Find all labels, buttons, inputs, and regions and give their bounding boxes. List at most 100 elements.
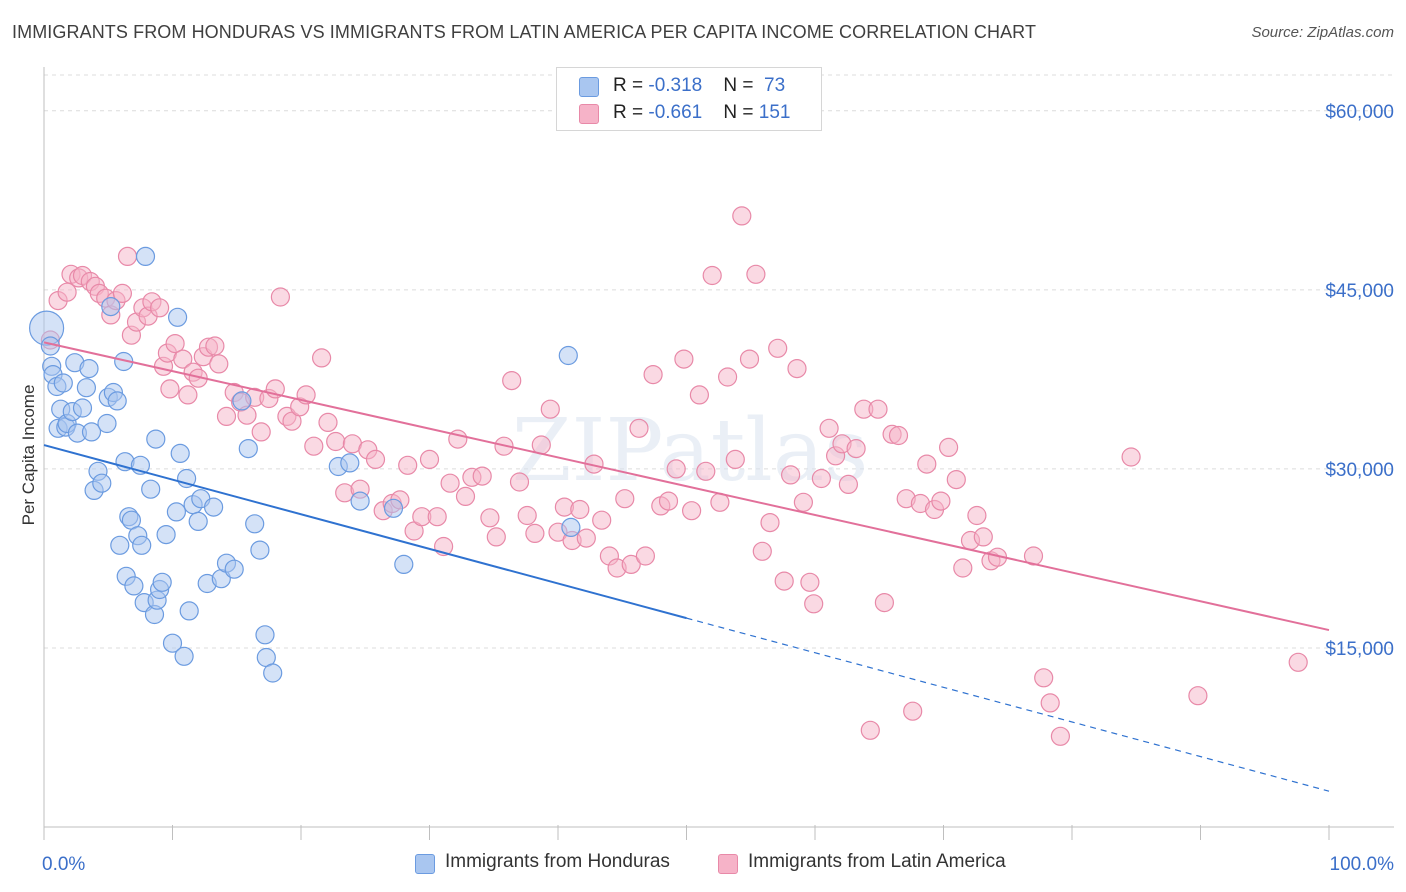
point-latin-america (502, 371, 522, 391)
point-honduras (245, 514, 265, 534)
point-latin-america (160, 379, 180, 399)
point-latin-america (1023, 546, 1044, 566)
point-honduras (232, 391, 252, 411)
chart-title: IMMIGRANTS FROM HONDURAS VS IMMIGRANTS F… (12, 22, 1037, 42)
point-latin-america (635, 546, 656, 566)
point-latin-america (629, 418, 649, 438)
point-latin-america (419, 449, 440, 469)
point-latin-america (540, 399, 560, 419)
point-honduras (558, 345, 578, 366)
point-latin-america (576, 528, 596, 548)
point-honduras (170, 443, 190, 463)
legend-label-latin-america: Immigrants from Latin America (748, 851, 1006, 872)
point-latin-america (793, 492, 814, 512)
y-axis-label: Per Capita Income (19, 385, 38, 526)
legend-label-honduras: Immigrants from Honduras (445, 851, 670, 872)
point-honduras (238, 439, 258, 459)
point-honduras (168, 307, 188, 327)
legend-swatch-honduras-bottom (415, 854, 435, 874)
point-honduras (81, 422, 102, 442)
point-latin-america (811, 468, 832, 489)
point-latin-america (643, 365, 663, 385)
point-latin-america (1050, 726, 1071, 746)
point-honduras (394, 554, 414, 575)
point-honduras (76, 378, 97, 398)
trend-line-dashed-honduras (686, 617, 1330, 792)
y-tick-label: $15,000 (1325, 639, 1394, 660)
point-latin-america (746, 264, 766, 284)
y-tick-label: $60,000 (1325, 102, 1394, 123)
point-latin-america (787, 359, 807, 379)
point-latin-america (689, 385, 710, 405)
y-tick-label: $45,000 (1325, 281, 1394, 302)
point-honduras (255, 625, 275, 645)
point-latin-america (973, 527, 993, 547)
point-latin-america (318, 412, 338, 432)
point-honduras (166, 502, 186, 522)
point-latin-america (874, 592, 895, 613)
point-honduras (135, 246, 156, 266)
point-honduras (53, 373, 73, 393)
point-latin-america (739, 349, 760, 369)
point-honduras (107, 391, 127, 411)
point-honduras (156, 524, 176, 545)
point-latin-america (592, 510, 612, 530)
point-latin-america (205, 336, 225, 356)
point-latin-america (1288, 652, 1308, 672)
point-latin-america (888, 425, 909, 446)
point-honduras (383, 498, 404, 518)
point-latin-america (946, 470, 966, 490)
trend-line-honduras (43, 444, 687, 620)
point-latin-america (427, 507, 447, 527)
point-latin-america (666, 459, 686, 479)
watermark: ZIPatlas (512, 401, 868, 501)
legend-swatch-latin-america-bottom (718, 854, 738, 874)
point-latin-america (251, 422, 271, 442)
point-honduras (79, 359, 99, 379)
point-latin-america (860, 720, 880, 740)
point-honduras (141, 479, 161, 499)
point-latin-america (1034, 668, 1054, 688)
point-honduras (97, 413, 117, 434)
point-honduras (204, 497, 224, 517)
y-tick-label: $30,000 (1325, 460, 1394, 481)
point-latin-america (150, 298, 170, 318)
point-honduras (250, 540, 270, 560)
point-latin-america (509, 472, 530, 492)
point-latin-america (440, 473, 460, 493)
point-latin-america (903, 701, 923, 721)
point-latin-america (725, 449, 745, 469)
point-latin-america (658, 491, 679, 511)
source-credit: Source: ZipAtlas.com (1251, 24, 1394, 41)
point-honduras (350, 491, 370, 511)
point-latin-america (819, 418, 839, 438)
point-latin-america (486, 527, 506, 547)
point-latin-america (681, 501, 702, 521)
legend-swatch-latin-america (579, 104, 599, 124)
point-latin-america (472, 466, 492, 486)
point-latin-america (953, 558, 973, 578)
point-latin-america (780, 465, 801, 485)
point-honduras (174, 646, 194, 666)
point-honduras (340, 453, 360, 473)
point-latin-america (938, 437, 959, 457)
point-latin-america (1040, 693, 1060, 713)
x-tick-label-max: 100.0% (1330, 854, 1395, 875)
point-honduras (92, 473, 112, 493)
point-latin-america (365, 449, 386, 469)
point-latin-america (1121, 447, 1141, 467)
point-latin-america (398, 455, 418, 475)
point-latin-america (752, 541, 772, 561)
point-honduras (124, 576, 144, 596)
point-latin-america (615, 489, 635, 509)
point-honduras (152, 572, 172, 592)
point-honduras (224, 559, 244, 579)
point-latin-america (326, 431, 346, 452)
point-latin-america (838, 474, 859, 494)
point-honduras (146, 429, 166, 449)
point-latin-america (178, 385, 198, 405)
point-latin-america (800, 572, 820, 592)
point-latin-america (312, 348, 332, 368)
point-latin-america (931, 491, 951, 511)
point-latin-america (57, 282, 77, 302)
